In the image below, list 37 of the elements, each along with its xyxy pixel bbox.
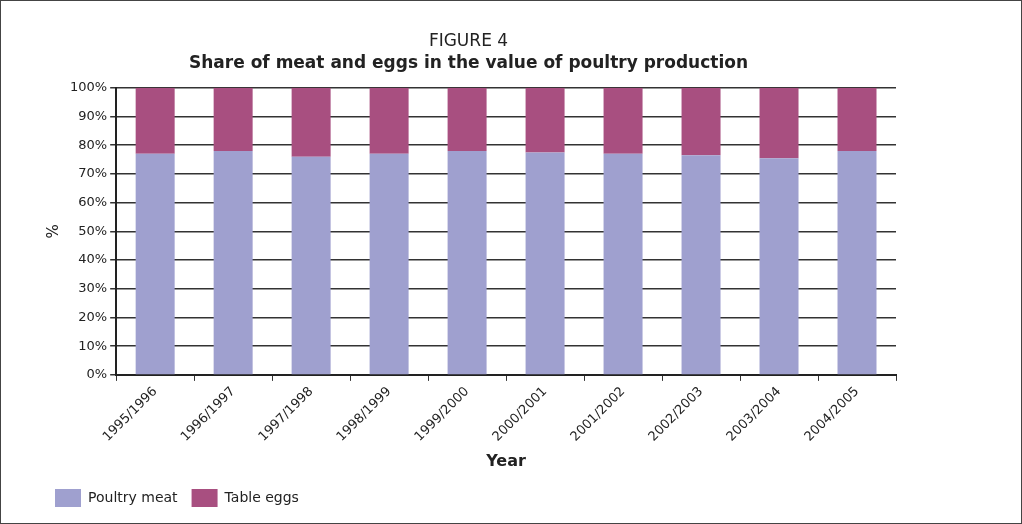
y-tick-label: 80% — [78, 136, 108, 152]
bar — [369, 87, 409, 154]
y-axis-title: % — [43, 224, 62, 239]
y-tick-label: 30% — [78, 280, 108, 296]
bar — [837, 150, 877, 375]
legend-label: Poultry meat — [88, 488, 179, 505]
bar — [369, 153, 409, 375]
y-tick-label: 60% — [78, 194, 108, 210]
bar — [837, 87, 877, 151]
y-tick-label: 0% — [86, 366, 108, 382]
bar — [681, 155, 721, 375]
x-axis-title: Year — [485, 450, 527, 470]
legend-label: Table eggs — [223, 488, 299, 505]
y-tick-label: 70% — [78, 165, 108, 181]
chart-title: FIGURE 4 — [428, 29, 509, 50]
bar — [213, 87, 253, 151]
bar — [603, 153, 643, 375]
bar — [447, 150, 487, 375]
bar — [135, 153, 175, 375]
chart-subtitle: Share of meat and eggs in the value of poultry production — [188, 52, 749, 73]
bar — [759, 87, 799, 159]
bar — [681, 87, 721, 156]
bar — [525, 152, 565, 375]
y-tick-label: 40% — [78, 251, 108, 267]
y-tick-label: 20% — [78, 308, 108, 324]
bar — [525, 87, 565, 153]
bar — [291, 87, 331, 157]
bar — [213, 150, 253, 375]
y-tick-label: 50% — [78, 222, 108, 238]
y-tick-label: 10% — [78, 337, 108, 353]
y-tick-label: 100% — [69, 79, 108, 95]
y-tick-label: 90% — [78, 107, 108, 123]
bar — [603, 87, 643, 154]
bar — [291, 156, 331, 375]
bar — [447, 87, 487, 151]
bar — [759, 158, 799, 375]
bar — [135, 87, 175, 154]
